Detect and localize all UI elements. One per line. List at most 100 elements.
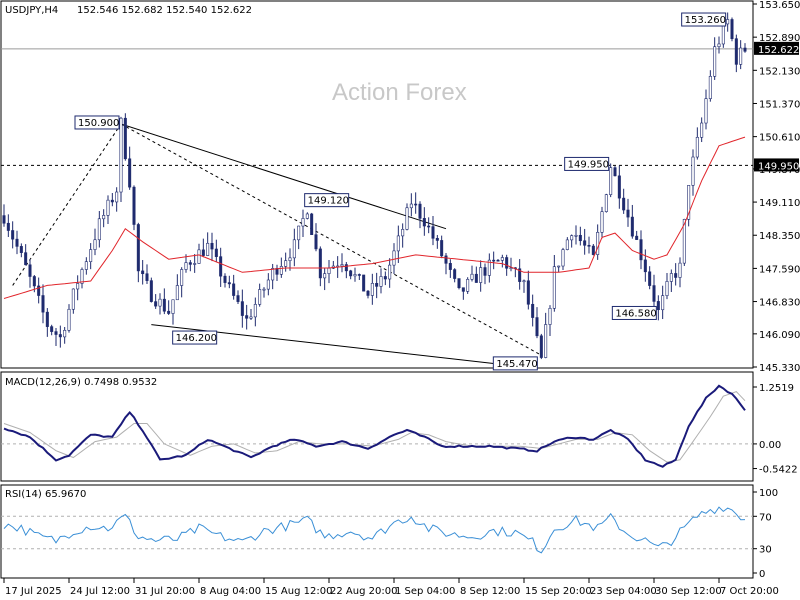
- candle-body: [630, 216, 634, 237]
- candle-body: [128, 158, 132, 188]
- macd-label: MACD(12,26,9) 0.7498 0.9532: [5, 377, 157, 388]
- candle-body: [691, 156, 695, 186]
- candle-body: [219, 256, 223, 277]
- candle-body: [50, 326, 54, 332]
- candle-body: [145, 273, 149, 281]
- candle-body: [84, 261, 88, 270]
- candle-body: [409, 203, 413, 209]
- chart-symbol: USDJPY,H4: [5, 5, 58, 16]
- candle-body: [271, 268, 275, 281]
- candle-body: [89, 249, 93, 262]
- price-axis-label: 147.590: [759, 264, 800, 275]
- candle-body: [483, 267, 487, 276]
- candle-body: [435, 237, 439, 241]
- candle-body: [375, 282, 379, 287]
- rsi-axis-label: 0: [759, 569, 765, 580]
- price-annotation-box: [564, 156, 610, 171]
- candle-body: [97, 218, 101, 241]
- candle-body: [565, 239, 569, 250]
- rsi-axis-label: 30: [759, 545, 772, 556]
- candle-body: [353, 274, 357, 277]
- price-annotation-label: 149.120: [308, 196, 349, 207]
- candle-body: [682, 219, 686, 264]
- candle-body: [258, 289, 262, 305]
- candle-body: [570, 235, 574, 241]
- trendline-3: [12, 123, 122, 286]
- time-axis-label: 17 Jul 2025: [5, 586, 62, 597]
- candle-body: [739, 47, 743, 65]
- candle-body: [206, 242, 210, 256]
- time-axis-label: 8 Sep 12:00: [460, 586, 520, 597]
- candle-body: [487, 259, 491, 276]
- candle-body: [704, 98, 708, 124]
- candle-body: [11, 230, 15, 240]
- candle-body: [609, 167, 613, 195]
- rsi-layer: [1, 506, 753, 554]
- candle-body: [344, 264, 348, 272]
- macd-axis-label: -0.5422: [759, 465, 798, 476]
- candle-body: [500, 257, 504, 261]
- candle-body: [266, 279, 270, 290]
- price-annotation-box: [492, 356, 538, 371]
- candle-body: [232, 283, 236, 296]
- current-price-tag: [754, 41, 799, 55]
- candle-body: [366, 290, 370, 296]
- candle-body: [639, 239, 643, 261]
- candle-body: [149, 280, 153, 302]
- price-axis-label: 146.090: [759, 330, 800, 341]
- candle-body: [461, 287, 465, 292]
- candle-body: [591, 245, 595, 255]
- time-axis-label: 24 Jul 12:00: [70, 586, 130, 597]
- candle-body: [635, 235, 639, 240]
- time-axis-label: 31 Jul 20:00: [135, 586, 195, 597]
- candle-body: [392, 250, 396, 266]
- level-price-tag: [754, 158, 799, 172]
- candle-body: [678, 262, 682, 278]
- candle-body: [617, 175, 621, 199]
- time-axis-label: 15 Sep 20:00: [525, 586, 592, 597]
- candle-body: [648, 271, 652, 286]
- price-axis-label: 146.830: [759, 298, 800, 309]
- candle-body: [214, 248, 218, 257]
- price-layer: 150.900 146.200 149.120 145.470 149.950 146.5…: [1, 12, 753, 371]
- candle-body: [323, 273, 327, 279]
- candle-body: [656, 301, 660, 311]
- candle-body: [115, 191, 119, 203]
- price-annotation-box: [172, 330, 218, 345]
- candle-body: [310, 213, 314, 235]
- candle-body: [292, 239, 296, 259]
- candle-body: [106, 199, 110, 216]
- candle-body: [327, 267, 331, 274]
- candle-body: [669, 273, 673, 282]
- candle-body: [362, 274, 366, 292]
- price-axis-label: 148.350: [759, 231, 800, 242]
- candle-body: [574, 234, 578, 237]
- price-annotation-label: 146.200: [176, 333, 217, 344]
- candle-body: [509, 267, 513, 270]
- price-axis-label: 149.110: [759, 198, 800, 209]
- candle-body: [383, 276, 387, 280]
- axis-layer: 153.650152.890152.130151.370150.610149.8…: [3, 0, 800, 597]
- candle-body: [604, 194, 608, 212]
- candle-body: [466, 279, 470, 292]
- candle-body: [340, 264, 344, 267]
- candle-body: [587, 244, 591, 247]
- candle-body: [708, 76, 712, 99]
- candle-body: [63, 330, 67, 338]
- candle-body: [505, 257, 509, 269]
- candle-body: [6, 222, 10, 231]
- candle-body: [154, 301, 158, 307]
- candle-body: [539, 335, 543, 358]
- price-annotation-label: 146.580: [615, 308, 656, 319]
- candle-body: [93, 239, 97, 250]
- candle-body: [661, 295, 665, 311]
- price-annotation-box: [611, 305, 657, 320]
- candle-body: [223, 275, 227, 283]
- moving-average-line: [3, 136, 746, 299]
- macd-axis-label: 0.00: [759, 440, 781, 451]
- candle-body: [167, 310, 171, 314]
- candle-body: [457, 278, 461, 289]
- rsi-label: RSI(14) 65.9670: [5, 489, 86, 500]
- time-axis-label: 8 Aug 04:00: [200, 586, 261, 597]
